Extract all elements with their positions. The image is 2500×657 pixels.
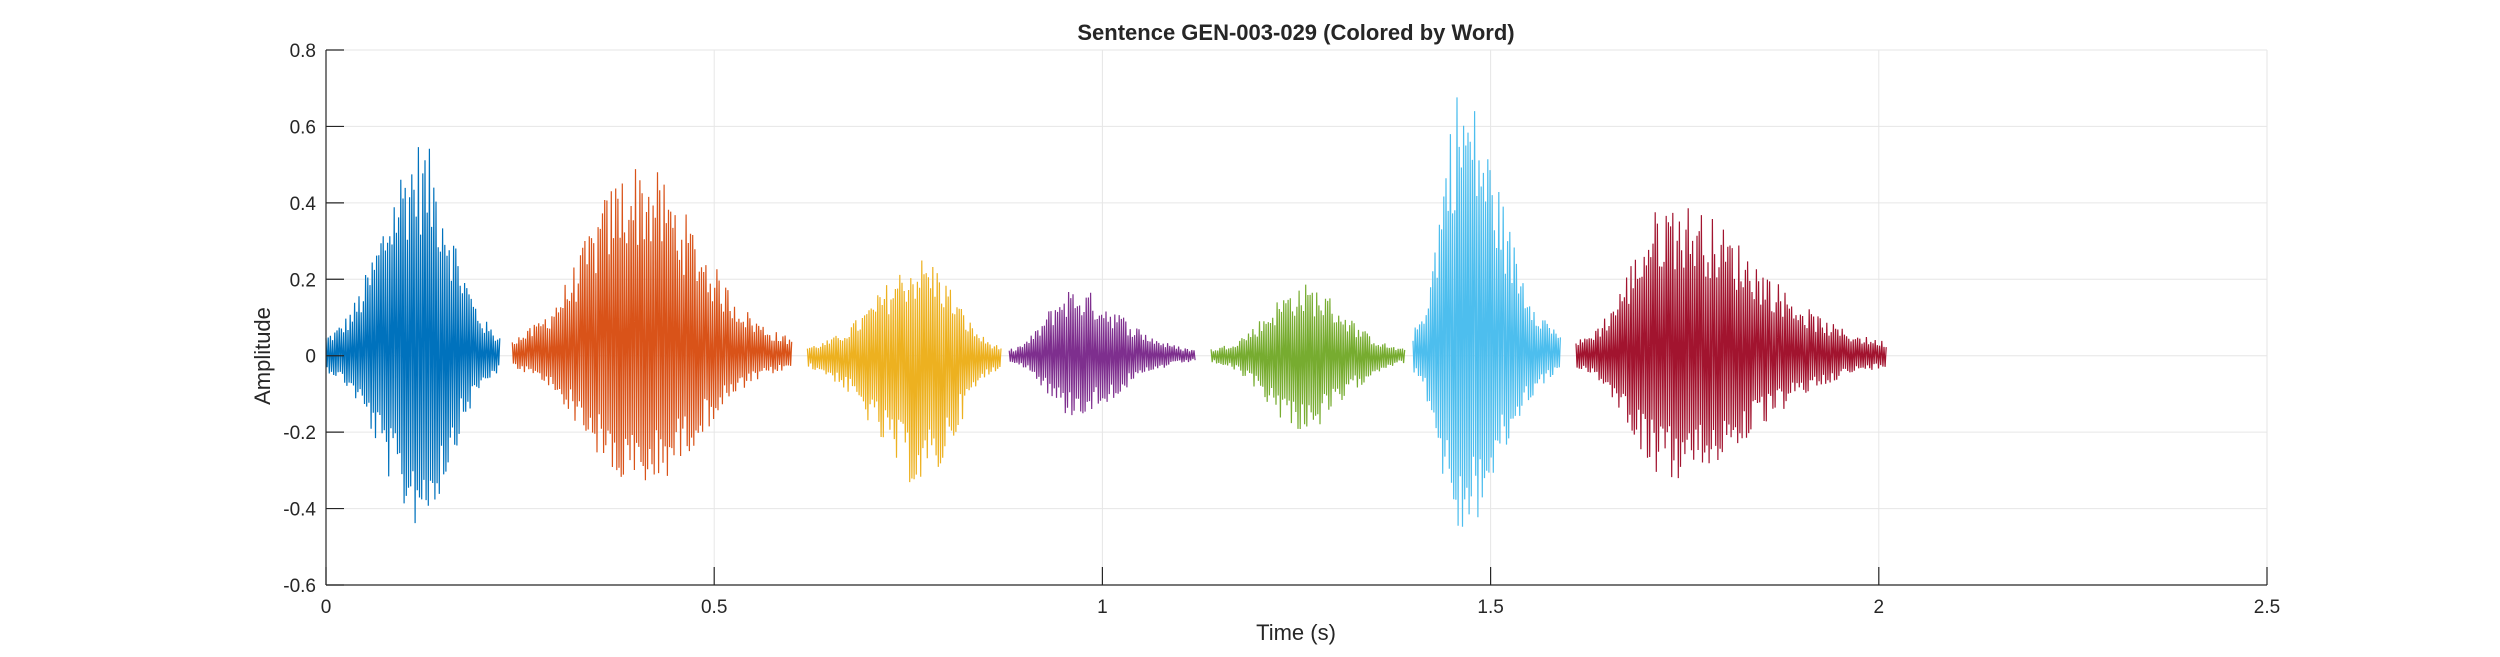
y-tick-label: 0 (305, 347, 316, 368)
waveform-segment-1 (325, 147, 501, 524)
plot-area (325, 97, 1887, 527)
y-tick-label: -0.2 (283, 423, 316, 444)
x-tick-label: 0 (321, 597, 332, 618)
x-tick-label: 1 (1097, 597, 1108, 618)
y-tick-label: 0.6 (290, 117, 316, 138)
x-axis-label: Time (s) (1256, 620, 1336, 645)
waveform-segment-3 (806, 260, 1002, 483)
y-tick-label: 0.2 (290, 270, 316, 291)
y-tick-label: 0.8 (290, 41, 316, 62)
waveform-segment-7 (1575, 208, 1887, 479)
x-tick-label: 2 (1874, 597, 1885, 618)
y-tick-label: 0.4 (290, 194, 317, 215)
waveform-segment-6 (1412, 97, 1561, 527)
y-axis-label: Amplitude (250, 307, 275, 405)
chart-title: Sentence GEN-003-029 (Colored by Word) (1077, 20, 1514, 45)
waveform-segment-4 (1008, 291, 1196, 416)
x-tick-label: 1.5 (1477, 597, 1503, 618)
waveform-segment-5 (1210, 284, 1406, 430)
axes: 0 0.5 1 1.5 2 2.5 -0.6 -0.4 -0.2 0 0.2 0.4 0.6 0.8 (283, 41, 2280, 618)
x-tick-label: 2.5 (2254, 597, 2280, 618)
y-tick-label: -0.6 (283, 576, 316, 597)
x-tick-label: 0.5 (701, 597, 727, 618)
y-tick-label: -0.4 (283, 500, 316, 521)
waveform-segment-2 (511, 169, 793, 481)
